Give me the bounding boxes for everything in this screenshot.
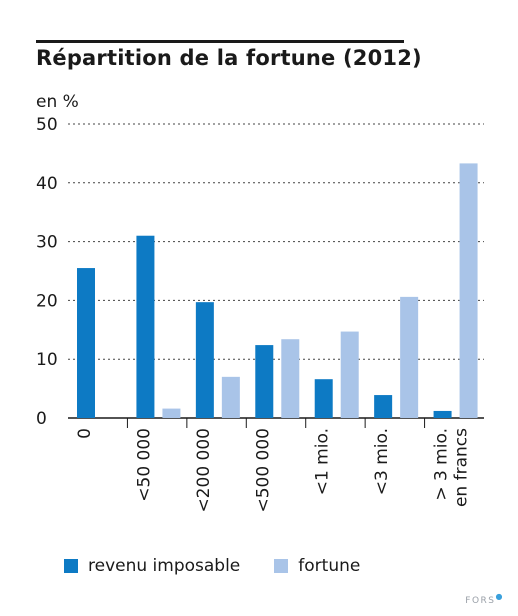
x-tick-label: 0 — [75, 428, 95, 439]
y-tick-label: 20 — [36, 291, 58, 311]
bar-fortune — [221, 376, 240, 418]
x-tick-label: <1 mio. — [313, 428, 333, 495]
y-tick-label: 50 — [36, 115, 58, 135]
y-tick-label: 40 — [36, 174, 58, 194]
x-tick-label: > 3 mio. — [432, 428, 452, 501]
x-tick-label: <50 000 — [134, 428, 154, 502]
bar-revenu — [433, 410, 452, 418]
bars — [77, 163, 478, 418]
x-tick-label: <200 000 — [194, 428, 214, 513]
y-tick-label: 30 — [36, 233, 58, 253]
bar-fortune — [281, 339, 300, 418]
bar-revenu — [77, 268, 95, 418]
bar-fortune — [340, 331, 359, 418]
legend-swatch-revenu — [64, 559, 78, 573]
y-tick-label: 10 — [36, 350, 58, 370]
legend: revenu imposable fortune — [64, 556, 394, 576]
legend-label-fortune: fortune — [298, 556, 361, 576]
bar-fortune — [459, 163, 478, 418]
legend-label-revenu: revenu imposable — [88, 556, 241, 576]
legend-item-fortune: fortune — [274, 556, 360, 576]
legend-swatch-fortune — [274, 559, 289, 573]
x-axis-labels: 0 <50 000 <200 000 <500 000 <1 mio. <3 mio. > … — [75, 428, 472, 513]
title-rule — [36, 40, 404, 43]
bar-fortune — [400, 296, 419, 418]
y-tick-label: 0 — [36, 409, 47, 429]
legend-item-revenu: revenu imposable — [64, 556, 240, 576]
gridlines — [68, 123, 484, 428]
y-axis-unit-label: en % — [36, 92, 79, 112]
bar-revenu — [314, 379, 333, 418]
bar-revenu — [136, 235, 155, 418]
x-tick-label: <3 mio. — [372, 428, 392, 495]
bar-revenu — [374, 395, 393, 418]
x-tick-label: en francs — [452, 428, 472, 507]
y-axis-ticks: 0 10 20 30 40 50 — [36, 115, 58, 429]
bar-fortune — [162, 408, 181, 418]
bar-revenu — [195, 302, 214, 418]
source-logo: FORS● — [465, 592, 504, 606]
bar-revenu — [255, 345, 274, 418]
x-tick-label: <500 000 — [253, 428, 273, 513]
chart-title: Répartition de la fortune (2012) — [36, 46, 422, 70]
